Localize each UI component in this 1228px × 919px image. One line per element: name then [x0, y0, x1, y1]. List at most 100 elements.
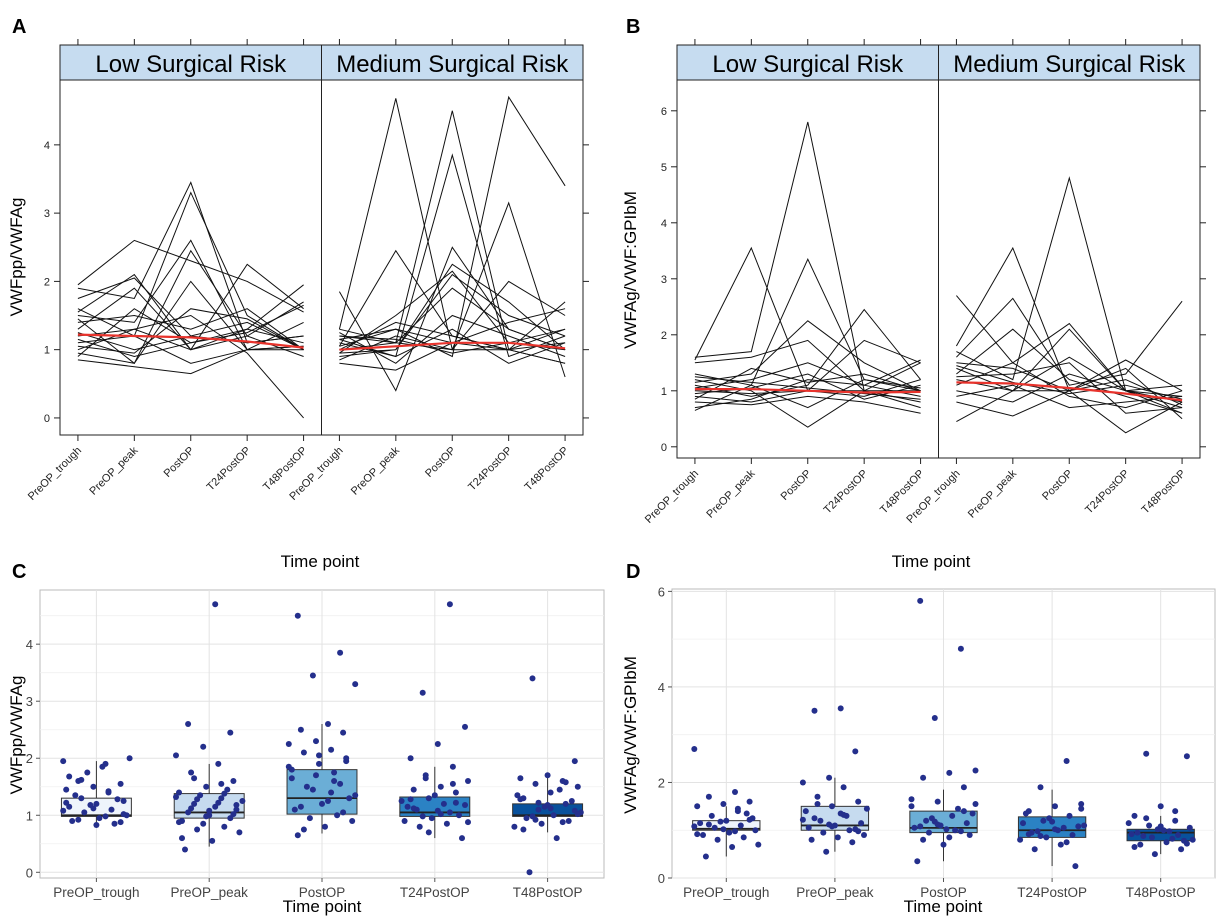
data-point [200, 743, 207, 750]
data-point [717, 818, 724, 825]
data-point [1146, 822, 1153, 829]
data-point [517, 775, 524, 782]
data-point [562, 779, 569, 786]
data-point [81, 809, 88, 816]
data-point [1183, 753, 1190, 760]
data-point [173, 794, 179, 800]
y-axis-title: VWFpp/VWFAg [7, 197, 26, 316]
data-point [863, 805, 870, 812]
data-point [1057, 841, 1064, 848]
data-point [328, 789, 335, 796]
data-point [1128, 831, 1135, 838]
data-point [553, 835, 560, 842]
data-point [227, 729, 234, 736]
data-point [1052, 826, 1058, 833]
data-point [319, 800, 325, 807]
data-point [425, 829, 432, 836]
subject-line [694, 258, 921, 392]
data-point [1049, 818, 1056, 825]
data-point [416, 823, 423, 830]
data-point [972, 801, 979, 807]
data-point [349, 818, 356, 824]
data-point [1063, 839, 1070, 846]
data-point [437, 811, 444, 818]
x-tick-label: T24PostOP [400, 885, 470, 900]
data-point [949, 812, 956, 819]
data-point [407, 755, 414, 762]
data-point [550, 812, 557, 819]
data-point [700, 832, 706, 838]
data-point [1081, 822, 1088, 829]
data-point [861, 832, 867, 838]
data-point [1149, 834, 1155, 841]
data-point [708, 812, 715, 819]
data-point [422, 775, 429, 782]
data-point [960, 808, 967, 815]
data-point [200, 820, 207, 827]
data-point [934, 821, 941, 828]
data-point [957, 645, 964, 652]
panel-letter: B [626, 16, 640, 38]
data-point [446, 809, 453, 816]
data-point [452, 799, 459, 806]
data-point [114, 796, 121, 803]
data-point [322, 823, 328, 830]
subject-line [956, 384, 1183, 409]
data-point [846, 827, 853, 834]
data-point [1078, 801, 1085, 807]
data-point [694, 803, 701, 810]
data-point [93, 800, 100, 807]
data-point [1172, 808, 1179, 815]
x-axis-title: Time point [892, 552, 971, 571]
data-point [313, 772, 319, 779]
data-point [346, 795, 353, 802]
data-point [331, 778, 338, 784]
y-tick-label: 1 [661, 386, 667, 398]
y-tick-label: 4 [661, 218, 667, 230]
data-point [732, 789, 738, 795]
subject-line [77, 345, 304, 375]
data-point [547, 805, 554, 812]
subject-line [694, 362, 921, 397]
subject-line [339, 110, 566, 351]
data-point [340, 729, 347, 736]
x-tick-label: PreOP_peak [171, 885, 249, 900]
data-point [90, 783, 97, 790]
panel-letter: A [12, 16, 26, 38]
data-point [1183, 840, 1190, 847]
data-point [746, 798, 753, 805]
data-point [855, 798, 862, 805]
box-1 [60, 797, 132, 817]
x-tick-label: PreOP_peak [87, 444, 140, 497]
subject-line [77, 239, 304, 313]
data-point [697, 820, 704, 827]
data-point [1186, 824, 1193, 831]
strip-label: Low Surgical Risk [712, 51, 904, 78]
data-point [711, 824, 718, 831]
data-point [120, 798, 127, 804]
panel-C: C 0 1 2 3 4 PreOP_trough PreOP_peak PostOP T24Pos… [7, 561, 605, 916]
data-point [300, 826, 307, 833]
data-point [309, 672, 316, 679]
data-point [811, 707, 818, 714]
data-point [215, 799, 222, 806]
data-point [407, 796, 414, 803]
y-axis-title: VWFpp/VWFAg [7, 675, 26, 794]
subject-line [77, 277, 304, 351]
data-point [352, 792, 359, 799]
data-point [914, 858, 921, 865]
data-point [917, 597, 924, 604]
data-point [63, 786, 70, 793]
data-point [443, 820, 450, 827]
data-point [746, 816, 753, 823]
y-tick-label: 6 [658, 584, 665, 599]
data-point [212, 601, 219, 608]
data-point [960, 784, 967, 791]
subject-line [956, 373, 1183, 414]
data-point [78, 795, 85, 802]
data-point [940, 841, 947, 848]
data-point [294, 832, 301, 839]
data-point [60, 758, 67, 765]
data-point [532, 816, 539, 823]
data-point [820, 829, 827, 836]
